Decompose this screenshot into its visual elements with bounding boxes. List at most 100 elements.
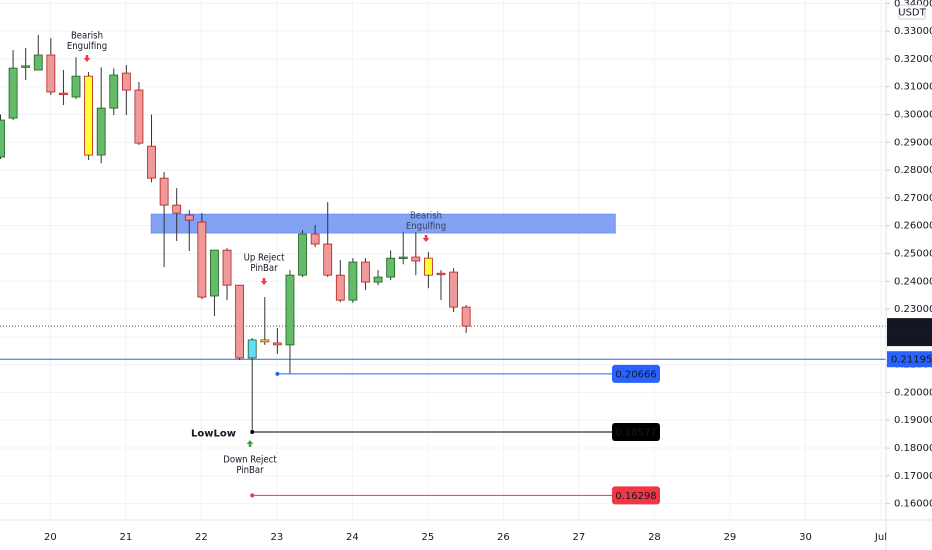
candle-body	[361, 261, 370, 283]
candle-body	[159, 177, 169, 206]
x-tick-label: 28	[648, 532, 661, 543]
candle-body	[247, 339, 257, 359]
x-tick-label: 24	[346, 532, 359, 543]
candle-body	[298, 233, 307, 276]
annotation-text: Engulfing	[406, 221, 446, 232]
candle-body	[222, 249, 232, 286]
x-tick-label: 30	[799, 532, 812, 543]
overlay: 0.206660.185770.16298LowLowBearishEngulf…	[67, 31, 660, 505]
candle-body	[8, 67, 18, 119]
candle-body	[197, 221, 207, 298]
y-tick-label: 0.19000	[894, 415, 932, 426]
y-tick-label: 0.17000	[894, 471, 932, 482]
candle-body	[96, 107, 106, 156]
x-tick-label: 29	[724, 532, 737, 543]
x-tick-label: 22	[195, 532, 208, 543]
annotation-arrow	[422, 235, 430, 242]
candle-body	[348, 261, 358, 301]
candle-body	[411, 256, 421, 262]
annotation-text: PinBar	[250, 263, 278, 274]
y-tick-label: 0.31000	[894, 82, 932, 93]
candle-body	[121, 72, 131, 91]
currency-label: USDT	[898, 8, 926, 19]
x-tick-label: 27	[573, 532, 586, 543]
y-tick-label: 0.24000	[894, 276, 932, 287]
resistance-zone	[150, 213, 616, 234]
candle-body	[172, 204, 182, 214]
x-tick-label: 23	[271, 532, 284, 543]
y-tick-label: 0.33000	[894, 26, 932, 37]
y-tick-label: 0.26000	[894, 221, 932, 232]
candle-body	[109, 74, 119, 109]
level-badge	[612, 422, 660, 441]
x-tick-label: 25	[422, 532, 435, 543]
annotation-arrow	[83, 55, 91, 62]
support-label: 0.21195	[891, 355, 932, 366]
annotation-text: Engulfing	[67, 41, 107, 52]
candle-body	[436, 272, 446, 276]
candle-body	[260, 339, 270, 343]
candle-body	[46, 54, 56, 93]
y-tick-label: 0.23000	[894, 304, 932, 315]
candle-body	[84, 75, 93, 156]
y-tick-label: 0.27000	[894, 193, 932, 204]
level-anchor	[275, 371, 280, 376]
support-badge	[887, 351, 932, 368]
y-tick-label: 0.30000	[894, 110, 932, 121]
candle-body	[134, 89, 144, 144]
candle-body	[335, 274, 345, 301]
candle-body	[33, 54, 43, 71]
x-tick-label: 26	[497, 532, 510, 543]
candle-body	[449, 271, 458, 308]
level-badge	[612, 364, 660, 383]
candle-body	[285, 274, 295, 346]
plot-area	[0, 35, 886, 498]
candle-body	[147, 145, 156, 179]
candle-body	[323, 243, 333, 276]
level-label: 0.16298	[615, 491, 656, 502]
y-tick-label: 0.32000	[894, 54, 932, 65]
candle-body	[461, 306, 471, 327]
level-label: 0.18577	[615, 427, 656, 438]
candle-body	[0, 119, 5, 158]
annotation-text: PinBar	[236, 465, 264, 476]
current-price-label: 0.22386	[891, 320, 932, 331]
level-anchor	[250, 493, 255, 498]
low-label: LowLow	[191, 428, 236, 439]
annotation-text: Bearish	[71, 31, 103, 42]
x-tick-label: 21	[119, 532, 132, 543]
candle-body	[423, 257, 433, 276]
y-tick-label: 0.16000	[894, 499, 932, 510]
candle-body	[272, 342, 282, 346]
annotation-arrow	[246, 440, 254, 447]
annotation-text: Up Reject	[244, 253, 286, 264]
y-tick-label: 0.18000	[894, 443, 932, 454]
candle-body	[59, 92, 68, 96]
x-tick-label: 20	[44, 532, 57, 543]
candle-body	[210, 249, 219, 297]
candle-body	[310, 233, 320, 245]
current-price-badge	[887, 318, 932, 347]
candle-body	[184, 214, 194, 221]
x-tick-label: Jul	[874, 532, 887, 543]
y-tick-label: 0.29000	[894, 137, 932, 148]
level-anchor	[250, 429, 255, 434]
candle-body	[21, 65, 31, 68]
level-label: 0.20666	[615, 369, 656, 380]
y-tick-label: 0.20000	[894, 387, 932, 398]
price-axis: 0.340000.330000.320000.310000.300000.290…	[44, 0, 932, 543]
annotation-text: Down Reject	[223, 455, 277, 466]
y-tick-label: 0.28000	[894, 165, 932, 176]
candle-body	[398, 256, 408, 259]
candle-body	[235, 284, 245, 359]
annotation-text: Bearish	[410, 211, 442, 222]
candle-body	[373, 276, 383, 283]
candle-body	[71, 75, 81, 98]
y-tick-label: 0.25000	[894, 248, 932, 259]
annotation-arrow	[260, 278, 268, 285]
currency-badge	[898, 4, 926, 20]
level-badge	[612, 486, 660, 505]
candle-body	[386, 257, 396, 278]
countdown-label: 01:21:37	[891, 333, 932, 344]
